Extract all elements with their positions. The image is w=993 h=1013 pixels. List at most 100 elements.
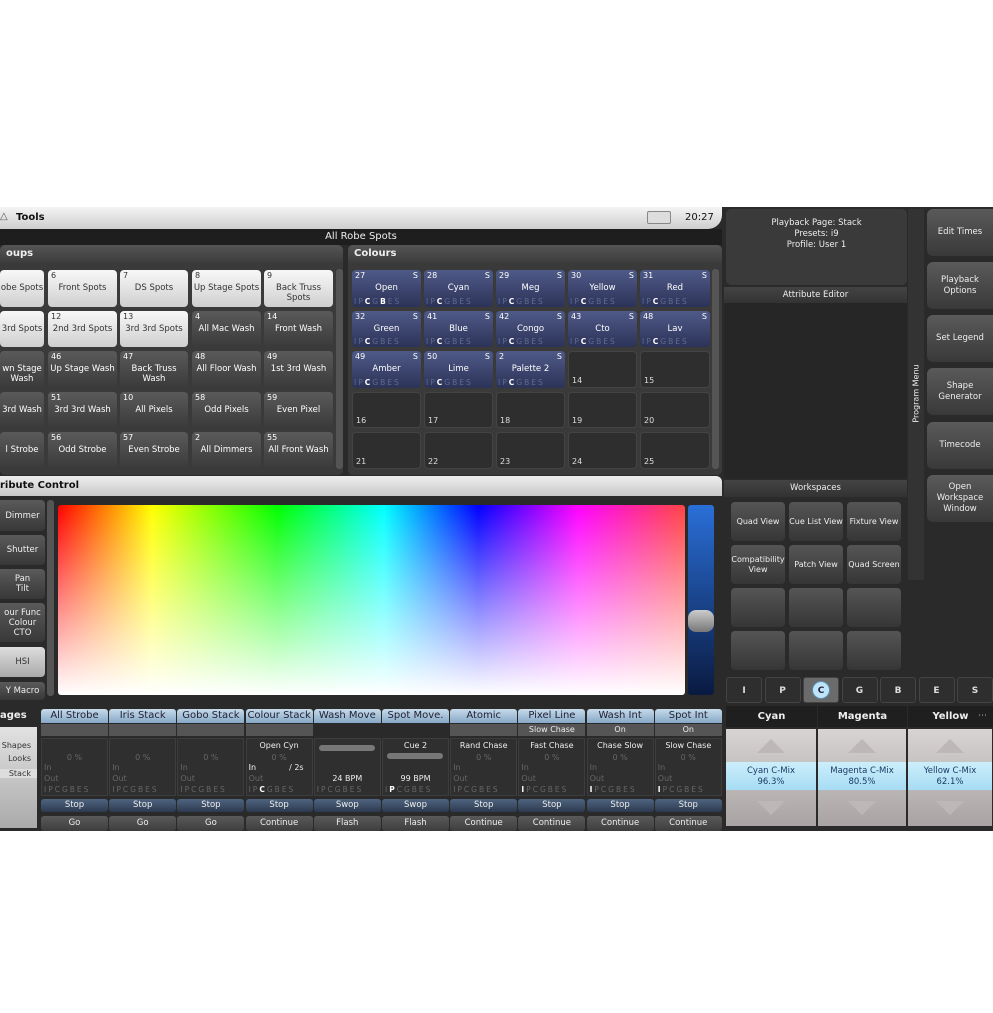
attribute-button[interactable]: Pan Tilt — [0, 569, 45, 599]
page-looks[interactable]: Looks — [8, 754, 31, 763]
colour-palette-tile[interactable]: 18 — [496, 392, 565, 428]
stop-button[interactable]: Stop — [245, 799, 313, 812]
workspace-button[interactable] — [847, 588, 901, 627]
group-tile[interactable]: 14 Front Wash — [264, 311, 333, 347]
group-tile[interactable]: 58 Odd Pixels — [192, 392, 261, 428]
colour-palette-tile[interactable]: 23 — [496, 432, 565, 469]
groups-scrollbar[interactable] — [336, 269, 343, 469]
attribute-button[interactable]: Y Macro — [0, 682, 45, 700]
group-tile[interactable]: 49 1st 3rd Wash — [264, 351, 333, 388]
playback-title[interactable]: Atomic — [450, 709, 518, 723]
encoder-up-icon[interactable] — [757, 739, 785, 753]
group-tile[interactable]: 47 Back Truss Wash — [120, 351, 188, 388]
speed-slider[interactable] — [318, 745, 375, 751]
group-tile[interactable]: 56 Odd Strobe — [48, 432, 117, 469]
group-tile[interactable]: obe Spots — [0, 270, 44, 307]
stop-button[interactable]: Swop — [313, 799, 381, 812]
workspace-button[interactable]: Compatibility View — [731, 545, 785, 584]
attribute-tab[interactable]: S — [957, 677, 993, 703]
group-tile[interactable]: 48 All Floor Wash — [192, 351, 261, 388]
playback-title[interactable]: Wash Int — [586, 709, 654, 723]
stop-button[interactable]: Stop — [109, 799, 177, 812]
group-tile[interactable]: 3rd Spots — [0, 311, 44, 347]
group-tile[interactable]: 3rd Wash — [0, 392, 44, 428]
stop-button[interactable]: Stop — [450, 799, 518, 812]
group-tile[interactable]: 59 Even Pixel — [264, 392, 333, 428]
colour-palette-tile[interactable]: 24 — [568, 432, 637, 469]
colour-palette-tile[interactable]: 41 S Blue IPCGBES — [424, 311, 493, 347]
colour-palette-tile[interactable]: 17 — [424, 392, 493, 428]
playback-title[interactable]: Spot Move. — [382, 709, 449, 723]
attribute-scrollbar[interactable] — [47, 500, 54, 696]
encoder-down-icon[interactable] — [936, 801, 964, 815]
colour-palette-tile[interactable]: 48 S Lav IPCGBES — [640, 311, 710, 347]
go-button[interactable]: Flash — [313, 816, 381, 831]
workspace-button[interactable] — [731, 588, 785, 627]
group-tile[interactable]: 2 All Dimmers — [192, 432, 261, 469]
colour-palette-tile[interactable]: 43 S Cto IPCGBES — [568, 311, 637, 347]
attribute-tab[interactable]: E — [918, 677, 955, 703]
colour-palette-tile[interactable]: 30 S Yellow IPCGBES — [568, 270, 637, 307]
colour-palette-tile[interactable]: 49 S Amber IPCGBES — [352, 351, 421, 388]
program-menu-button[interactable]: Shape Generator — [927, 368, 993, 415]
go-button[interactable]: Continue — [654, 816, 722, 831]
go-button[interactable]: Go — [177, 816, 245, 831]
workspace-button[interactable]: Cue List View — [789, 502, 843, 541]
speed-slider[interactable] — [387, 753, 443, 759]
attribute-tab[interactable]: P — [764, 677, 801, 703]
colour-palette-tile[interactable]: 28 S Cyan IPCGBES — [424, 270, 493, 307]
group-tile[interactable]: 4 All Mac Wash — [192, 311, 261, 347]
colour-palette-tile[interactable]: 25 — [640, 432, 710, 469]
workspace-button[interactable] — [789, 631, 843, 670]
attribute-button[interactable]: HSI — [0, 647, 45, 677]
colour-palette-tile[interactable]: 16 — [352, 392, 421, 428]
more-encoders-icon[interactable]: ⋯ — [978, 711, 987, 721]
program-menu-button[interactable]: Edit Times — [927, 209, 993, 256]
stop-button[interactable]: Stop — [586, 799, 654, 812]
go-button[interactable]: Go — [41, 816, 108, 831]
group-tile[interactable]: 55 All Front Wash — [264, 432, 333, 469]
encoder-wheel[interactable]: Cyan C-Mix 96.3% — [726, 729, 816, 826]
group-tile[interactable]: 46 Up Stage Wash — [48, 351, 117, 388]
hsi-colour-picker[interactable] — [58, 505, 685, 695]
playback-title[interactable]: All Strobe — [41, 709, 108, 723]
tools-menu[interactable]: Tools — [16, 212, 45, 223]
go-button[interactable]: Continue — [518, 816, 586, 831]
program-menu-button[interactable]: Playback Options — [927, 262, 993, 309]
group-tile[interactable]: l Strobe — [0, 432, 44, 469]
group-tile[interactable]: 8 Up Stage Spots — [192, 270, 261, 307]
workspace-button[interactable] — [789, 588, 843, 627]
workspace-button[interactable]: Quad View — [731, 502, 785, 541]
encoder-up-icon[interactable] — [936, 739, 964, 753]
group-tile[interactable]: 57 Even Strobe — [120, 432, 188, 469]
encoder-down-icon[interactable] — [757, 801, 785, 815]
group-tile[interactable]: 7 DS Spots — [120, 270, 188, 307]
group-tile[interactable]: 12 2nd 3rd Spots — [48, 311, 117, 347]
group-tile[interactable]: 13 3rd 3rd Spots — [120, 311, 188, 347]
stop-button[interactable]: Stop — [518, 799, 586, 812]
go-button[interactable]: Go — [109, 816, 177, 831]
colour-palette-tile[interactable]: 19 — [568, 392, 637, 428]
go-button[interactable]: Continue — [586, 816, 654, 831]
workspace-button[interactable] — [847, 631, 901, 670]
group-tile[interactable]: 51 3rd 3rd Wash — [48, 392, 117, 428]
go-button[interactable]: Continue — [450, 816, 518, 831]
colour-palette-tile[interactable]: 20 — [640, 392, 710, 428]
colour-palette-tile[interactable]: 32 S Green IPCGBES — [352, 311, 421, 347]
workspace-button[interactable] — [731, 631, 785, 670]
keyboard-icon[interactable] — [647, 211, 671, 224]
attribute-button[interactable]: our Func Colour CTO — [0, 603, 45, 642]
colour-palette-tile[interactable]: 22 — [424, 432, 493, 469]
stop-button[interactable]: Stop — [654, 799, 722, 812]
attribute-button[interactable]: Shutter — [0, 535, 45, 565]
program-menu-button[interactable]: Open Workspace Window — [927, 475, 993, 522]
go-button[interactable]: Continue — [245, 816, 313, 831]
colour-palette-tile[interactable]: 15 — [640, 351, 710, 388]
group-tile[interactable]: 9 Back Truss Spots — [264, 270, 333, 307]
group-tile[interactable]: wn Stage Wash — [0, 351, 44, 388]
attribute-tab[interactable]: B — [880, 677, 916, 703]
playback-title[interactable]: Wash Move — [313, 709, 381, 723]
stop-button[interactable]: Stop — [177, 799, 245, 812]
workspace-button[interactable]: Quad Screen — [847, 545, 901, 584]
workspace-button[interactable]: Fixture View — [847, 502, 901, 541]
